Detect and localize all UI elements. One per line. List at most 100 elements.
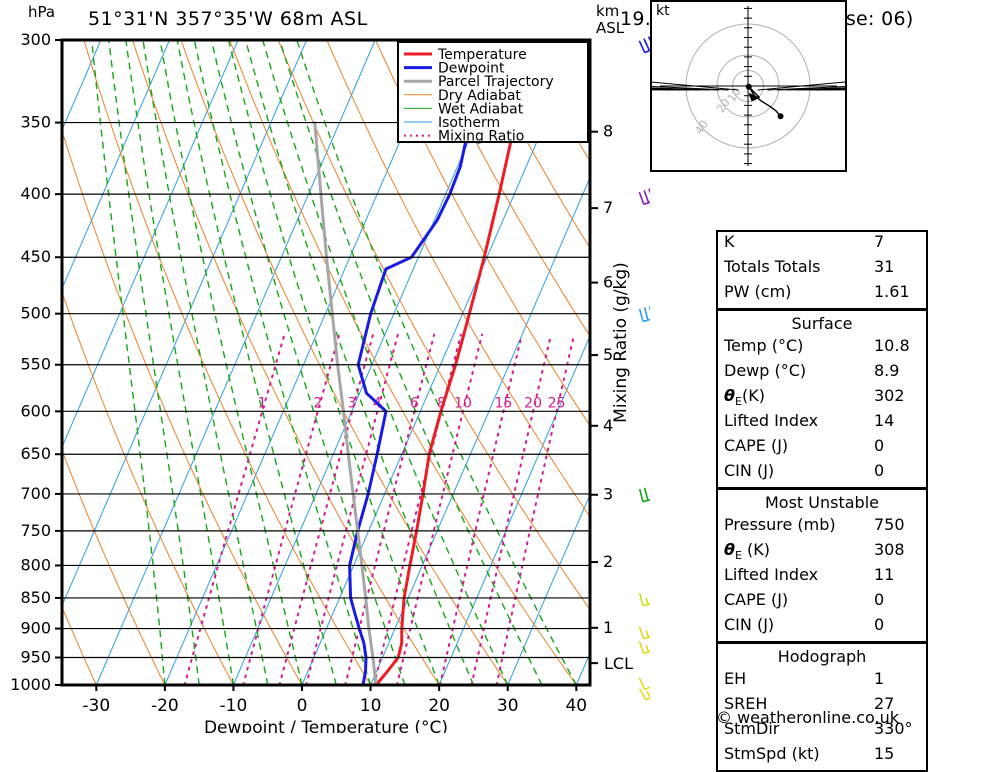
mixing-ratio-line [397,335,482,685]
temperature-tick-label: -30 [82,696,110,716]
table-row: Dewp (°C)8.9 [718,361,926,386]
wind-barb [640,488,650,502]
pressure-tick-label: 350 [20,113,51,132]
mixing-ratio-line [440,335,522,685]
table-row: θE (K)308 [718,540,926,565]
wind-barb-full [640,309,643,322]
wind-barb-full [640,689,647,700]
table-row-value: 31 [874,257,894,276]
table-row: CAPE (J)0 [718,436,926,461]
mixing-ratio-label: 15 [495,395,513,411]
dry-adiabat-line [84,40,371,685]
isotherm-line [96,40,375,685]
table-row-key: PW (cm) [724,282,874,301]
table-row-key: θE(K) [724,386,874,408]
table-row: CIN (J)0 [718,615,926,640]
wind-barb [640,593,650,606]
wind-barb-half [646,645,648,652]
wind-barb [640,306,650,321]
copyright-label: © weatheronline.co.uk [716,708,899,727]
table-row-key: θE (K) [724,540,874,562]
mixing-ratio-label: 6 [410,395,419,411]
wind-barb-full [644,190,648,202]
pressure-tick-label: 750 [20,521,51,540]
wet-adiabat-line [92,40,165,685]
table-row: CIN (J)0 [718,461,926,486]
pressure-tick-label: 900 [20,619,51,638]
table-row: StmSpd (kt)15 [718,744,926,769]
x-axis-label: Dewpoint / Temperature (°C) [204,718,448,733]
mixing-ratio-line [306,335,398,685]
wind-barb-full [639,627,643,639]
mixing-ratio-label: 3 [348,395,357,411]
temperature-tick-label: 40 [565,696,587,716]
height-tick-label: 3 [603,485,613,504]
table-row-value: 10.8 [874,336,910,355]
height-tick-label: 1 [603,618,613,637]
wind-barb [639,625,650,639]
pressure-tick-label: 400 [20,184,51,203]
hodograph-end-dot [778,113,784,119]
mixing-ratio-label: 2 [313,395,322,411]
temperature-tick-label: 30 [497,696,519,716]
table-row: Temp (°C)10.8 [718,336,926,361]
mixing-ratio-label: 10 [454,395,472,411]
wind-barb-full [640,489,643,502]
legend-label: Mixing Ratio [438,129,524,145]
table-row-key: K [724,232,874,251]
wind-barb [639,187,650,204]
pressure-tick-label: 950 [20,648,51,667]
table-row-key: Totals Totals [724,257,874,276]
table-row-key: CAPE (J) [724,590,874,609]
isotherm-line [28,40,307,685]
table-row-key: StmSpd (kt) [724,744,874,763]
table-row: Pressure (mb)750 [718,515,926,540]
table-row-key: Lifted Index [724,411,874,430]
wind-barb-full [639,678,644,690]
table-row-key: Dewp (°C) [724,361,874,380]
pressure-tick-label: 850 [20,588,51,607]
temperature-tick-label: -20 [151,696,179,716]
table-row-value: 0 [874,461,884,480]
table-row-value: 1 [874,669,884,688]
dry-adiabat-line [133,40,440,685]
wind-barb [639,640,650,654]
wet-adiabat-line [143,40,268,685]
hodograph-stats-title: Hodograph [718,644,926,669]
table-row-value: 11 [874,565,894,584]
pressure-tick-label: 550 [20,355,51,374]
table-row-value: 7 [874,232,884,251]
table-row-key: CIN (J) [724,461,874,480]
table-row-value: 15 [874,744,894,763]
wet-adiabat-line [109,40,199,685]
table-row: CAPE (J)0 [718,590,926,615]
wind-barb-full [639,41,644,53]
wind-barb-full [639,192,643,204]
wind-barb-full [639,641,643,653]
mixing-ratio-label: 20 [524,395,542,411]
wind-barb-full [640,593,643,606]
table-row-value: 8.9 [874,361,899,380]
pressure-tick-label: 700 [20,484,51,503]
wind-barb-half [646,630,648,637]
table-row-key: EH [724,669,874,688]
pressure-tick-label: 800 [20,555,51,574]
pressure-tick-label: 1000 [10,675,51,694]
lcl-label: LCL [604,654,633,673]
table-row: PW (cm)1.61 [718,282,926,307]
height-tick-label: 8 [603,122,613,141]
table-row-value: 14 [874,411,894,430]
temperature-tick-label: -10 [220,696,248,716]
surface-title: Surface [718,311,926,336]
